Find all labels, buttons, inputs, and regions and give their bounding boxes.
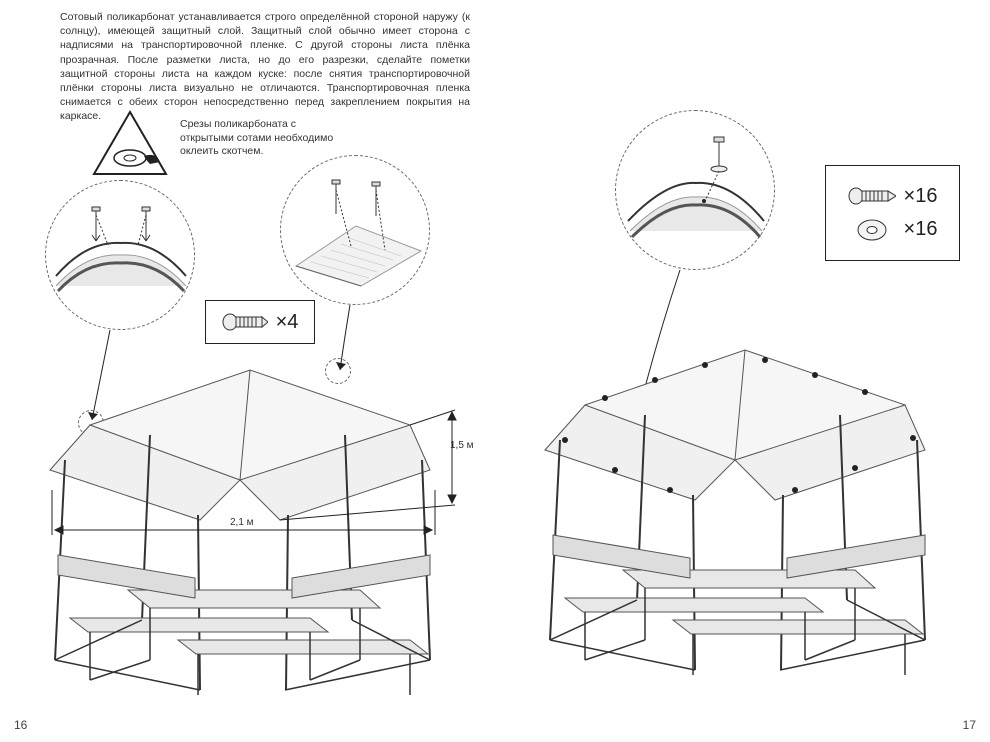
page-number-left: 16 <box>14 718 27 732</box>
page-17: ×16 ×16 <box>495 0 990 742</box>
dim-width-label: 2,1 м <box>230 517 254 528</box>
gazebo-front-illustration <box>10 360 490 710</box>
gazebo-fastened-illustration <box>505 340 985 700</box>
page-number-right: 17 <box>963 718 976 732</box>
page-16: Сотовый поликарбонат устанавливается стр… <box>0 0 495 742</box>
dim-depth-label: 1,5 м <box>450 440 474 451</box>
